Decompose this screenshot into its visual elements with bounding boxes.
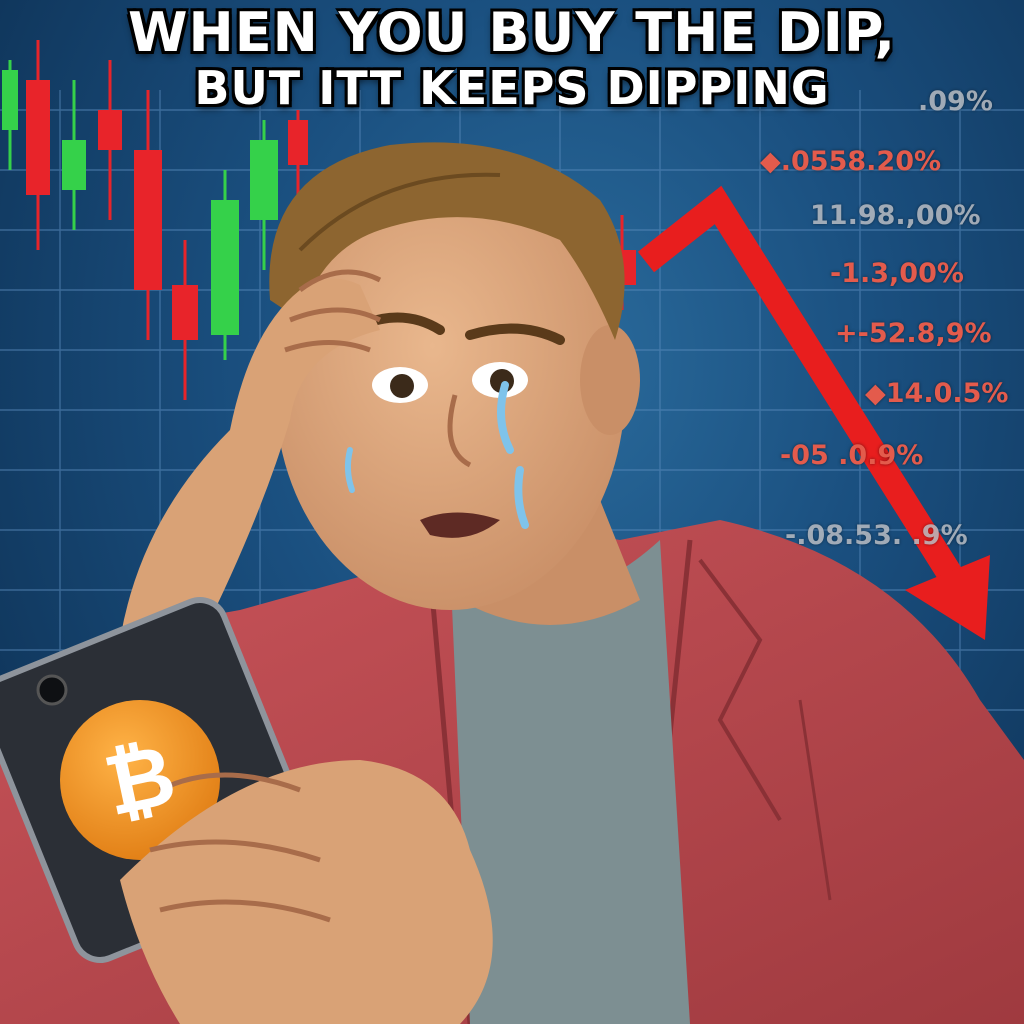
ticker-label-6: ◆14.0.5% (865, 378, 1009, 409)
raised-hand (120, 269, 382, 640)
ticker-label-1: .09% (918, 86, 993, 117)
meme-caption-line-1: WHEN YOU BUY THE DIP, (127, 1, 897, 64)
ticker-label-7: -05 .0.9% (780, 440, 924, 471)
meme-caption-line-2: BUT ITT KEEPS DIPPING (194, 61, 830, 115)
ticker-label-2: ◆.0558.20% (760, 146, 942, 177)
downtrend-arrow (637, 185, 990, 640)
ticker-label-8: -.08.53. .9% (785, 520, 968, 551)
t-shirt (450, 540, 690, 1024)
ticker-label-4: -1.3,00% (830, 258, 964, 289)
candlesticks (2, 40, 636, 400)
bitcoin-coin (60, 700, 220, 860)
head (269, 142, 640, 610)
ticker-label-5: +-52.8,9% (835, 318, 992, 349)
ticker-label-3: 11.98.,00% (810, 200, 981, 231)
holding-hand (120, 760, 493, 1024)
